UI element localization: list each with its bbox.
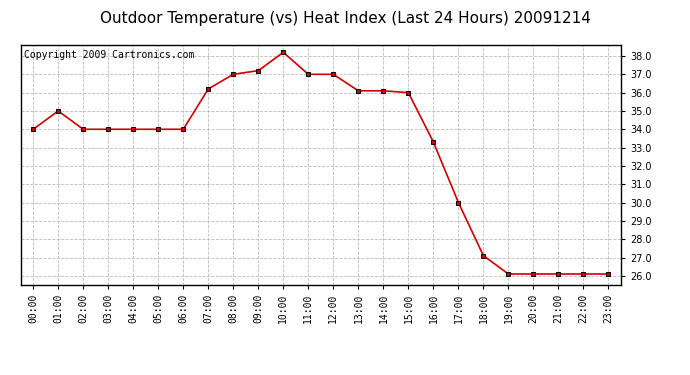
- Text: Copyright 2009 Cartronics.com: Copyright 2009 Cartronics.com: [23, 50, 194, 60]
- Text: Outdoor Temperature (vs) Heat Index (Last 24 Hours) 20091214: Outdoor Temperature (vs) Heat Index (Las…: [99, 11, 591, 26]
